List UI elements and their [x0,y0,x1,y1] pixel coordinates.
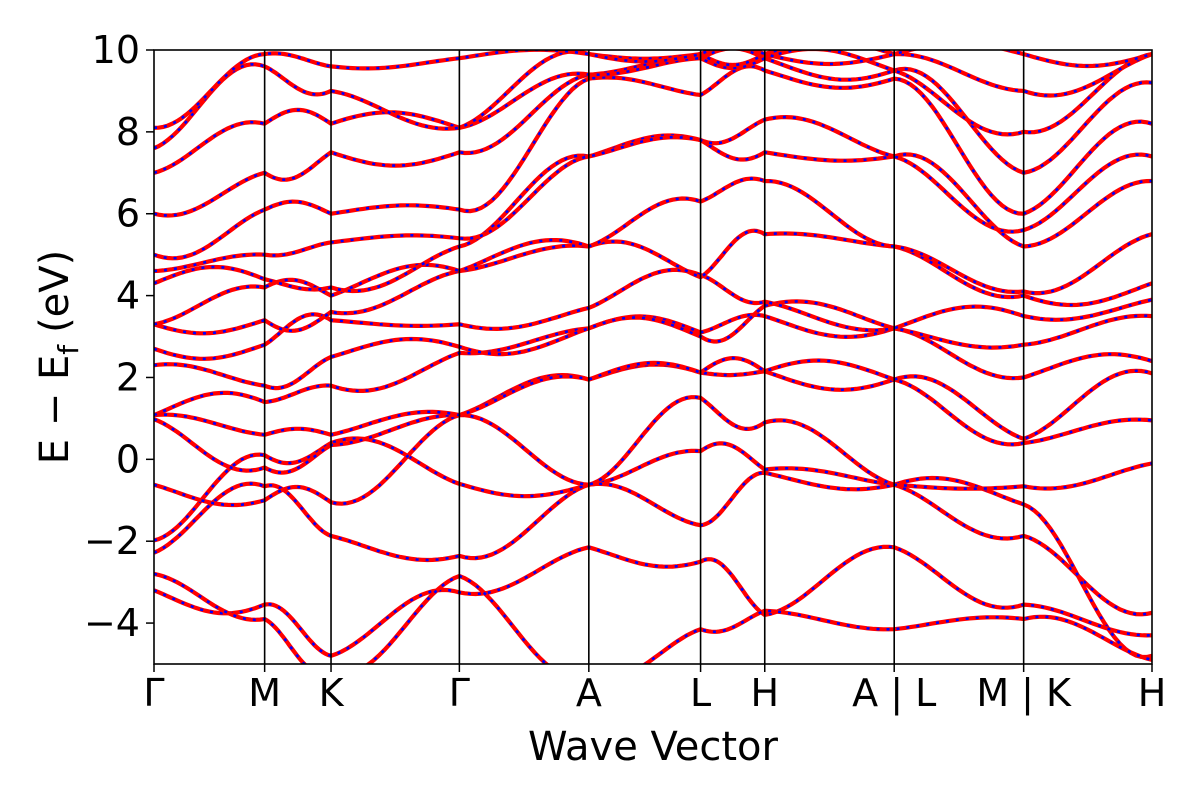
band-lines [154,50,1152,664]
y-axis-title-unit: (eV) [32,250,78,333]
x-tick-label: M [248,671,281,715]
x-tick-label: A [576,671,602,715]
y-tick-label: −4 [84,601,140,645]
band-line-dashed [154,300,1152,390]
y-axis-title-main: E − E [32,355,78,465]
band-line-solid [154,441,1152,617]
y-axis-title: E − Ef (eV) [32,250,85,465]
y-tick-label: −2 [84,519,140,563]
plot-area-background [154,50,1152,664]
x-tick-label: M | K [976,671,1072,716]
band-line-dashed [154,50,1152,217]
band-line-dashed [154,115,1152,273]
high-symmetry-lines [263,50,1025,664]
band-line-dashed [154,572,1152,664]
x-tick-label: H [1138,671,1167,715]
x-tick-label: L [690,671,711,715]
x-tick-label: A | L [852,671,936,716]
y-axis-title-subscript: f [52,344,85,355]
band-line-dashed [154,65,1152,260]
plot-frame [153,49,1153,665]
y-tick-label: 10 [92,28,140,72]
band-line-solid [154,176,1152,327]
band-line-dashed [154,52,1152,175]
x-tick-label: K [319,671,345,715]
band-line-dashed [154,50,1152,130]
y-tick-label: 0 [116,437,140,481]
band-line-solid [154,436,1152,660]
y-tick-label: 4 [116,274,140,318]
x-tick-label: H [750,671,779,715]
band-line-dashed [154,395,1152,507]
band-line-solid [154,267,1152,361]
y-axis-ticks: −4 −2 0 2 4 6 8 10 [84,28,154,645]
band-line-solid [154,544,1152,659]
y-tick-label: 2 [116,355,140,399]
y-tick-label: 8 [116,110,140,154]
x-tick-label: Γ [449,671,470,715]
x-axis-title: Wave Vector [528,724,779,770]
band-line-dashed [154,50,1152,150]
band-line-dashed [154,363,1152,474]
y-tick-label: 6 [116,192,140,236]
band-line-solid [154,228,1152,336]
x-tick-label: Γ [143,671,164,715]
band-line-solid [154,355,1152,442]
band-line-solid [154,133,1152,294]
